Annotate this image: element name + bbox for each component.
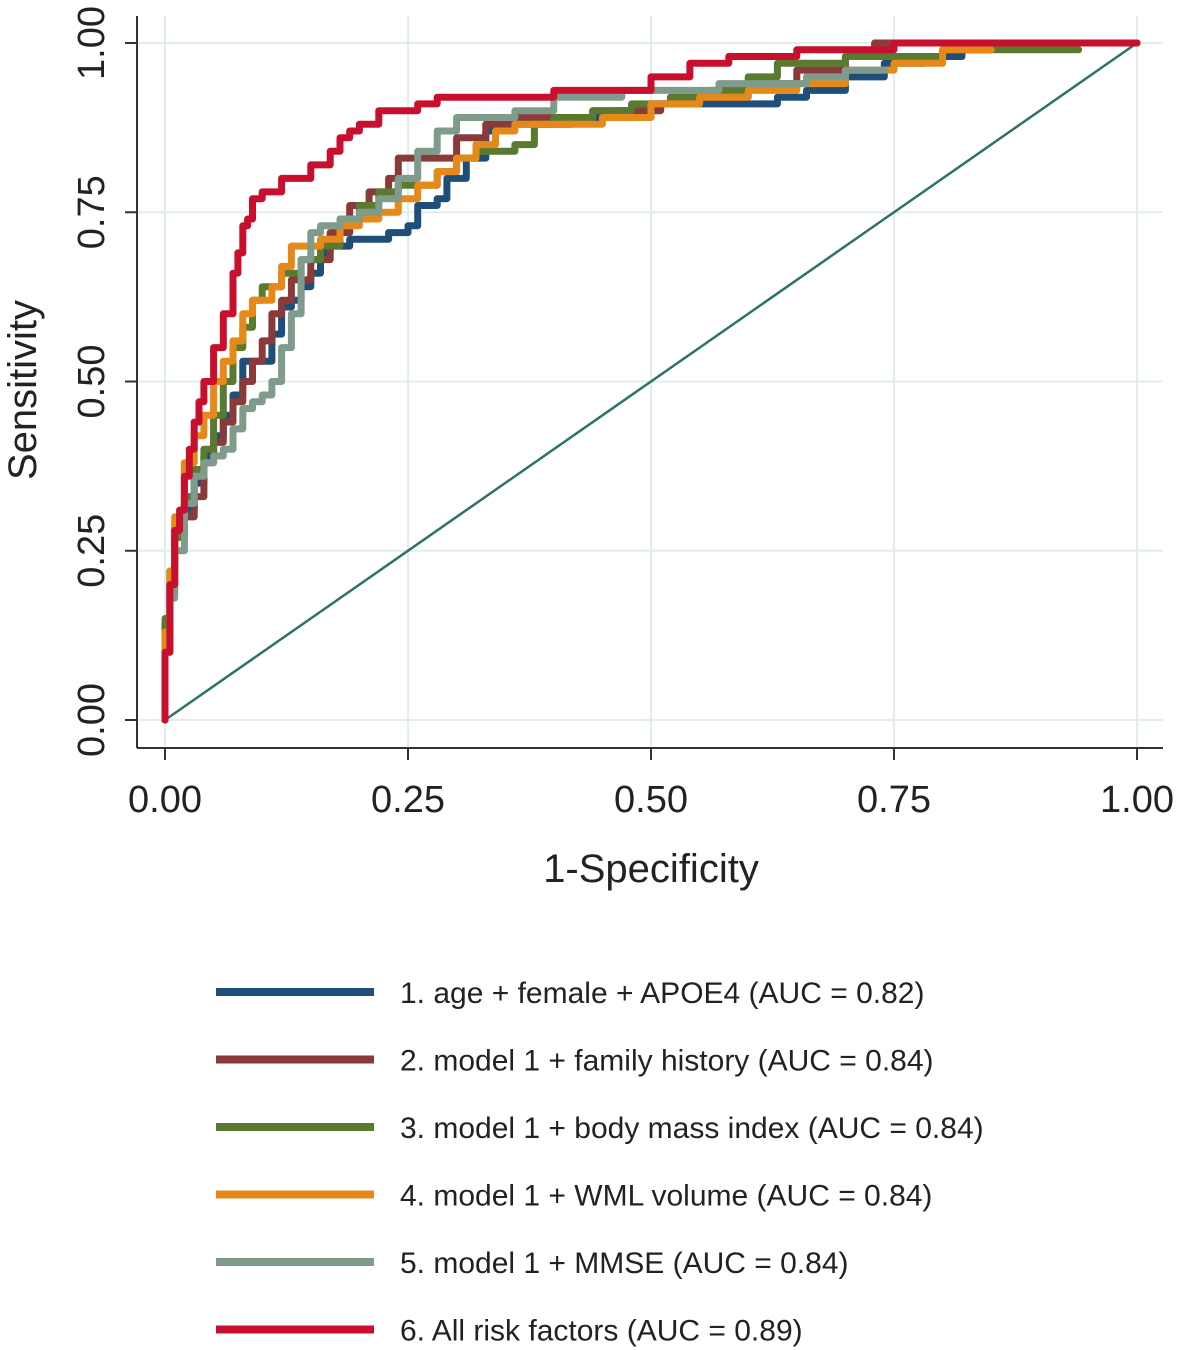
x-tick-label: 1.00 <box>1100 779 1174 821</box>
legend-label-3: 3. model 1 + body mass index (AUC = 0.84… <box>400 1112 984 1145</box>
x-tick-label: 0.25 <box>371 779 445 821</box>
x-tick-label: 0.50 <box>614 779 688 821</box>
legend-label-5: 5. model 1 + MMSE (AUC = 0.84) <box>400 1247 849 1280</box>
x-axis-title: 1-Specificity <box>543 847 759 891</box>
x-tick-label: 0.00 <box>128 779 202 821</box>
legend-label-2: 2. model 1 + family history (AUC = 0.84) <box>400 1045 934 1078</box>
series-lines <box>161 39 1141 724</box>
y-axis-title: Sensitivity <box>1 300 45 480</box>
roc-curve-series-6 <box>161 39 1141 724</box>
y-tick-label: 0.25 <box>71 514 113 588</box>
legend-label-4: 4. model 1 + WML volume (AUC = 0.84) <box>400 1180 932 1213</box>
y-tick-label: 1.00 <box>71 6 113 80</box>
legend: 1. age + female + APOE4 (AUC = 0.82) 2. m… <box>216 977 984 1348</box>
roc-curve-series-4 <box>161 46 995 724</box>
roc-curve-series-5 <box>161 66 888 724</box>
legend-label-1: 1. age + female + APOE4 (AUC = 0.82) <box>400 977 924 1010</box>
y-tick-label: 0.50 <box>71 345 113 419</box>
axis-ticks: 0.00 0.25 0.50 0.75 1.00 0.00 0.25 0.50 0.75 1.00 <box>71 6 1174 821</box>
reference-diagonal-line <box>164 41 1138 722</box>
legend-label-6: 6. All risk factors (AUC = 0.89) <box>400 1315 803 1348</box>
y-tick-label: 0.00 <box>71 683 113 757</box>
x-tick-label: 0.75 <box>857 779 931 821</box>
y-tick-label: 0.75 <box>71 175 113 249</box>
